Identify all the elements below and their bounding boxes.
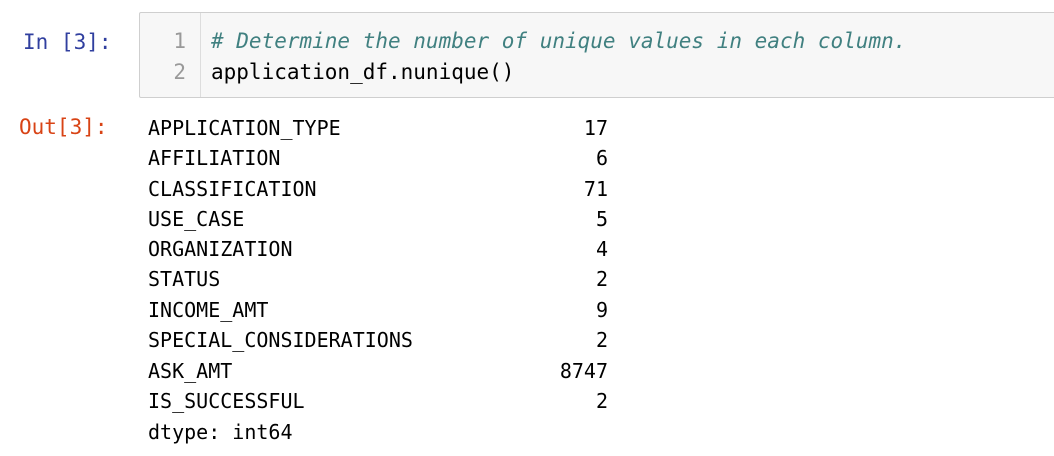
line-number-1: 1 <box>173 29 186 53</box>
output-row: ORGANIZATION 4 <box>148 234 608 264</box>
output-row: INCOME_AMT 9 <box>148 295 608 325</box>
output-row-key: STATUS <box>148 267 221 291</box>
output-row: SPECIAL_CONSIDERATIONS 2 <box>148 325 608 355</box>
output-row-value: 17 <box>583 116 608 140</box>
output-row: CLASSIFICATION 71 <box>148 174 608 204</box>
output-row: IS_SUCCESSFUL 2 <box>148 386 608 416</box>
output-row-value: 2 <box>595 389 608 413</box>
output-row-value: 8747 <box>559 359 608 383</box>
code-line-statement: application_df.nunique() <box>211 60 515 84</box>
code-line-comment: # Determine the number of unique values … <box>211 29 907 53</box>
output-row-key: CLASSIFICATION <box>148 177 317 201</box>
output-row-value: 2 <box>595 267 608 291</box>
output-row-value: 2 <box>595 328 608 352</box>
line-number-gutter: 1 2 <box>140 13 201 97</box>
output-row-value: 71 <box>583 177 608 201</box>
output-row-key: ORGANIZATION <box>148 237 293 261</box>
output-row-key: SPECIAL_CONSIDERATIONS <box>148 328 413 352</box>
output-row: USE_CASE 5 <box>148 204 608 234</box>
output-row-key: IS_SUCCESSFUL <box>148 389 305 413</box>
output-row-value: 5 <box>595 207 608 231</box>
output-prompt: Out[3]: <box>19 115 108 139</box>
output-row-key: USE_CASE <box>148 207 245 231</box>
output-row-value: 4 <box>595 237 608 261</box>
output-dtype: dtype: int64 <box>148 420 293 444</box>
output-row-key: AFFILIATION <box>148 146 281 170</box>
output-row: AFFILIATION 6 <box>148 143 608 173</box>
output-row-value: 9 <box>595 298 608 322</box>
output-row-value: 6 <box>595 146 608 170</box>
output-row: STATUS 2 <box>148 264 608 294</box>
line-number-2: 2 <box>173 60 186 84</box>
code-input-cell[interactable]: 1 2 # Determine the number of unique val… <box>139 12 1054 98</box>
output-row-key: INCOME_AMT <box>148 298 269 322</box>
output-row: ASK_AMT 8747 <box>148 356 608 386</box>
output-row: APPLICATION_TYPE 17 <box>148 113 608 143</box>
output-row-key: ASK_AMT <box>148 359 233 383</box>
input-prompt: In [3]: <box>23 30 112 54</box>
output-row-key: APPLICATION_TYPE <box>148 116 341 140</box>
